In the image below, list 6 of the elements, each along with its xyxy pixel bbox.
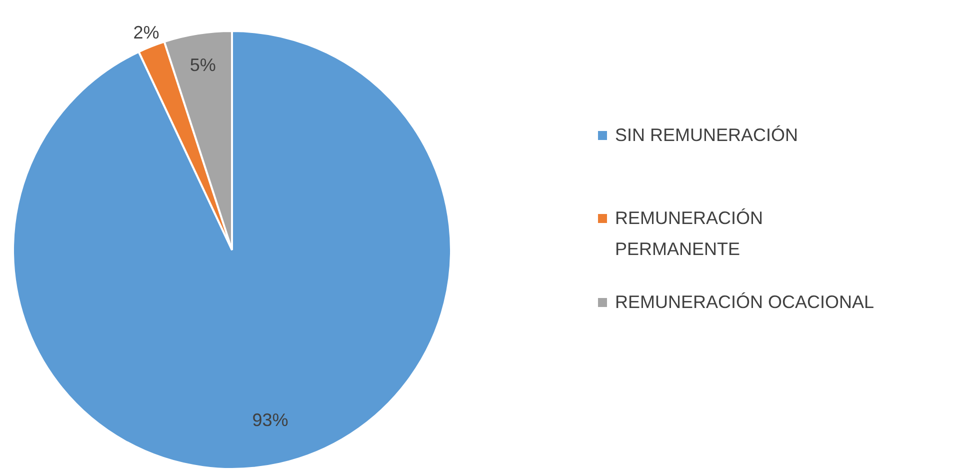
data-label: 2%: [133, 22, 160, 42]
legend-label: REMUNERACIÓN PERMANENTE: [615, 207, 764, 261]
data-label: 5%: [190, 55, 216, 76]
legend-label: SIN REMUNERACIÓN: [615, 124, 798, 147]
legend-label: REMUNERACIÓN OCACIONAL: [615, 291, 874, 314]
data-label: 93%: [252, 410, 288, 430]
